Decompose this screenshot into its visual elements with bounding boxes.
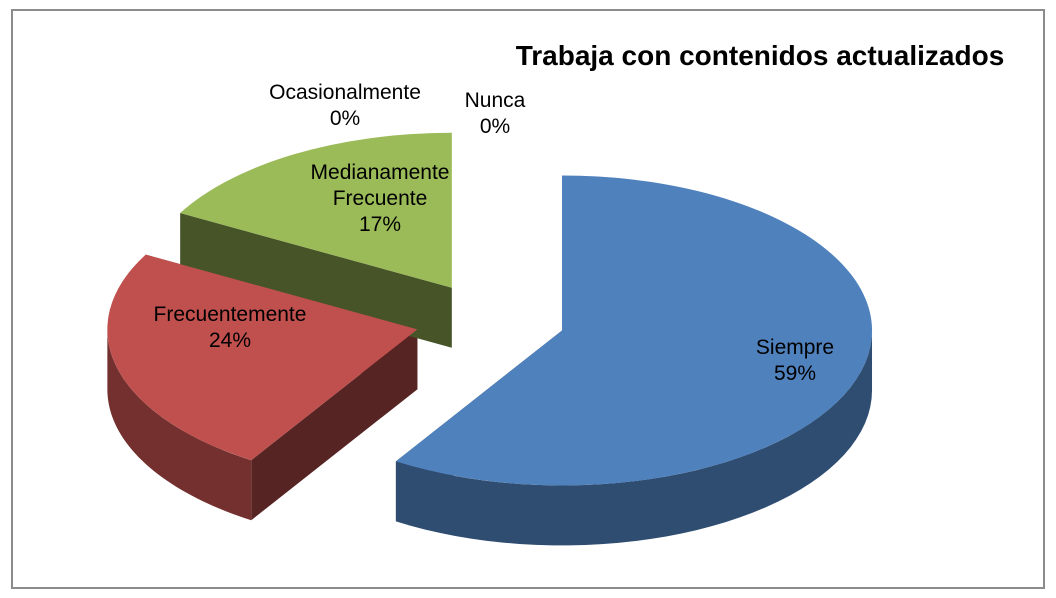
slice xyxy=(395,175,873,486)
percent-label: 17% xyxy=(358,213,402,236)
data-label: Siempre 59% xyxy=(700,335,890,387)
category-label: Siempre xyxy=(755,336,835,359)
data-label: Frecuentemente 24% xyxy=(130,302,330,354)
percent-label: 59% xyxy=(773,362,817,385)
percent-label: 24% xyxy=(208,329,252,352)
percent-label: 0% xyxy=(329,107,361,130)
slice xyxy=(180,132,452,288)
percent-label: 0% xyxy=(479,115,511,138)
category-label: Ocasionalmente xyxy=(269,81,421,104)
category-label: Frecuentemente xyxy=(153,303,307,326)
slice xyxy=(107,254,418,461)
data-label: Nunca 0% xyxy=(440,88,550,140)
category-label: Nunca xyxy=(464,89,526,112)
slice-cut-face xyxy=(180,213,452,348)
slice-wall xyxy=(107,329,252,521)
chart-title: Trabaja con contenidos actualizados xyxy=(515,40,1005,71)
slice-wall xyxy=(395,330,873,546)
data-label: Medianamente Frecuente 17% xyxy=(295,160,465,238)
category-label: Medianamente Frecuente xyxy=(310,161,450,210)
data-label: Ocasionalmente 0% xyxy=(250,80,440,132)
slice-tops xyxy=(107,132,873,486)
